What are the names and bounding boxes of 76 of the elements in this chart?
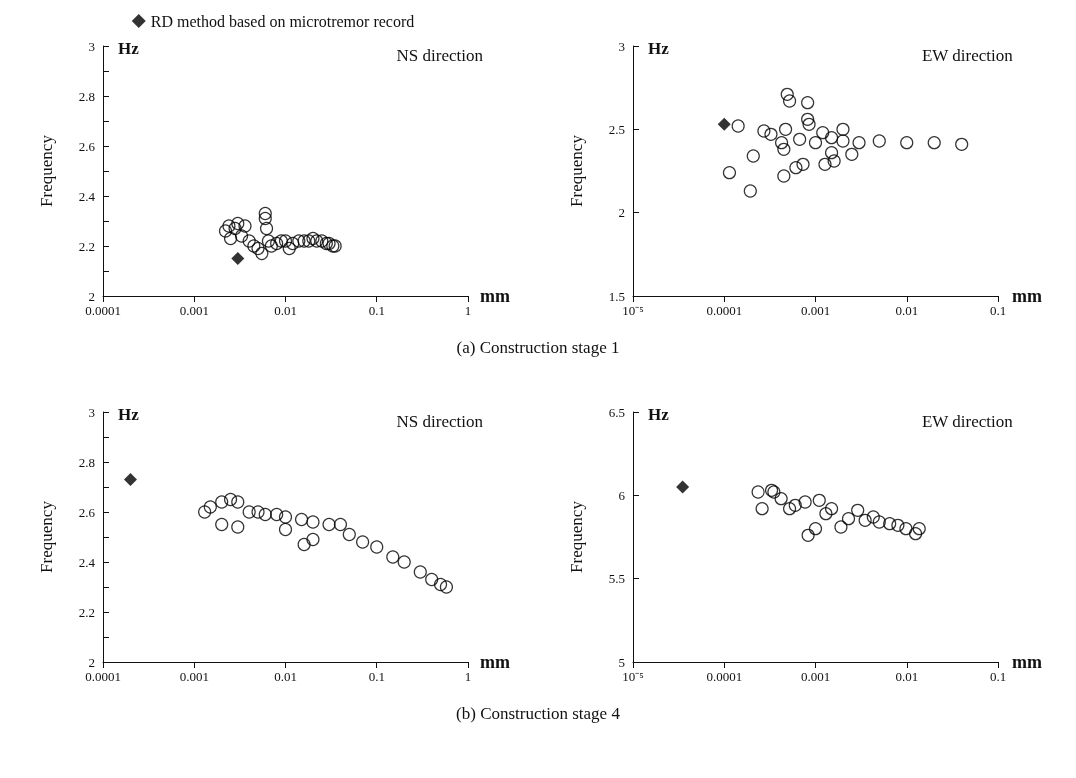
x-tick-label: 0.01 — [895, 303, 919, 318]
x-tick-label: 0.001 — [179, 303, 209, 318]
y-tick-label: 2.6 — [78, 504, 96, 520]
point — [310, 234, 324, 248]
y-axis-title: Frequency — [567, 134, 586, 207]
x-axis-title: mm — [480, 286, 510, 306]
point — [258, 206, 272, 221]
point — [223, 231, 238, 246]
x-tick-label: 0.01 — [274, 669, 297, 684]
point — [218, 224, 233, 238]
chart-title: EW direction — [921, 412, 1014, 431]
x-tick-label: 0.1 — [368, 669, 385, 684]
y-tick-label: 2 — [88, 288, 95, 304]
y-tick-label: 3 — [618, 38, 625, 54]
point — [255, 246, 269, 261]
y-tick-label: 2.2 — [78, 238, 95, 254]
x-axis-title: mm — [1012, 286, 1043, 306]
y-tick-label: 2.4 — [78, 188, 96, 204]
y-tick-label: 5 — [618, 654, 625, 670]
x-tick-label: 1 — [464, 303, 472, 318]
x-tick-label: 10⁻⁵ — [622, 669, 644, 684]
x-tick-label: 0.001 — [800, 303, 831, 318]
x-tick-label: 0.1 — [989, 669, 1007, 684]
point — [315, 234, 329, 248]
point — [231, 216, 245, 231]
y-axis-title: Frequency — [37, 500, 56, 573]
y-tick-label: 1.5 — [608, 288, 625, 304]
point — [306, 231, 320, 246]
y-tick-label: 2.5 — [608, 121, 625, 137]
point — [238, 219, 252, 233]
point — [251, 241, 265, 256]
point — [222, 219, 236, 233]
x-tick-label: 0.0001 — [706, 303, 743, 318]
annotation: Hz — [118, 405, 140, 424]
x-tick-label: 0.001 — [800, 669, 831, 684]
x-tick-label: 0.1 — [989, 303, 1007, 318]
y-tick-label: 2.6 — [78, 138, 96, 154]
x-tick-label: 0.0001 — [85, 303, 121, 318]
chart-title: NS direction — [396, 412, 484, 431]
x-tick-label: 10⁻⁵ — [622, 303, 644, 318]
legend-label: RD method based on microtremor record — [150, 12, 415, 30]
x-axis-title: mm — [480, 652, 510, 672]
y-tick-label: 2 — [88, 654, 95, 670]
x-tick-label: 0.0001 — [706, 669, 743, 684]
x-tick-label: 0.01 — [895, 669, 919, 684]
point — [247, 239, 261, 253]
y-tick-label: 2.2 — [78, 604, 95, 620]
annotation: Hz — [648, 39, 670, 58]
y-tick-label: 2.8 — [78, 88, 95, 104]
annotation: Hz — [648, 405, 670, 424]
y-axis-title: Frequency — [567, 500, 586, 573]
text: (b) Construction stage 4 — [455, 704, 621, 725]
chart-title: EW direction — [921, 46, 1014, 65]
text: (a) Construction stage 1 — [455, 338, 621, 359]
point — [297, 234, 311, 248]
y-tick-label: 6 — [618, 487, 626, 503]
x-tick-label: 0.0001 — [85, 669, 121, 684]
y-axis-title: Frequency — [37, 134, 56, 207]
y-tick-label: 3 — [88, 38, 95, 54]
point — [302, 234, 316, 248]
annotation: Hz — [118, 39, 140, 58]
point — [228, 221, 242, 236]
x-tick-label: 0.001 — [179, 669, 209, 684]
y-tick-label: 2.4 — [78, 554, 96, 570]
y-tick-label: 6.5 — [608, 404, 625, 420]
point — [242, 234, 256, 248]
x-tick-label: 0.1 — [368, 303, 385, 318]
point — [234, 229, 249, 243]
x-axis-title: mm — [1012, 652, 1043, 672]
y-tick-label: 2.8 — [78, 454, 95, 470]
x-tick-label: 0.01 — [274, 303, 297, 318]
chart-title: NS direction — [396, 46, 484, 65]
x-tick-label: 1 — [464, 669, 472, 684]
y-tick-label: 5.5 — [608, 571, 625, 587]
y-tick-label: 2 — [618, 205, 625, 221]
y-tick-label: 3 — [88, 404, 95, 420]
